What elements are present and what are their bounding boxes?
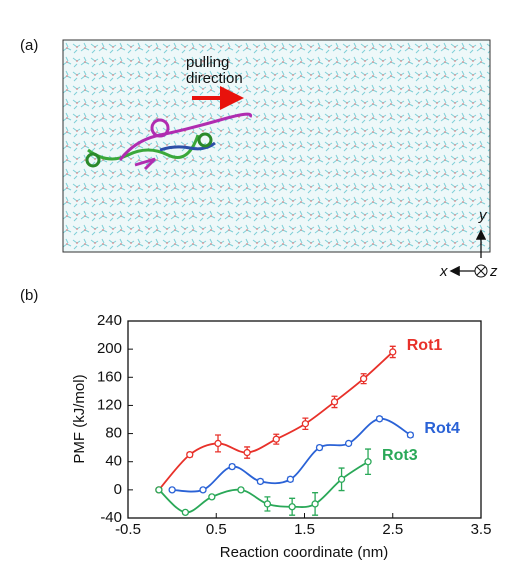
series-line — [158, 460, 369, 514]
data-point — [311, 500, 319, 508]
data-point — [337, 475, 346, 483]
series-label: Rot4 — [424, 420, 460, 437]
data-point — [228, 462, 236, 471]
y-tick-label: 40 — [105, 453, 122, 470]
data-point — [301, 420, 310, 428]
panel-label: (b) — [20, 287, 38, 304]
data-point — [155, 486, 163, 494]
axis-label: z — [489, 263, 498, 280]
data-point — [263, 500, 272, 508]
data-point — [214, 439, 222, 448]
y-tick-label: 160 — [97, 368, 122, 385]
axis-label: x — [439, 263, 448, 280]
series-label: Rot3 — [382, 447, 418, 464]
annotation: pulling — [186, 54, 229, 71]
panel-label: (a) — [20, 37, 38, 54]
axis-label: y — [478, 207, 488, 224]
data-point — [315, 443, 324, 452]
data-point — [288, 503, 296, 511]
data-point — [375, 415, 384, 423]
data-point — [406, 431, 415, 439]
x-tick-label: -0.5 — [115, 521, 141, 538]
x-tick-label: 2.5 — [382, 521, 403, 538]
x-tick-label: 0.5 — [206, 521, 227, 538]
axis-out — [476, 266, 486, 276]
y-tick-label: -40 — [100, 509, 122, 526]
data-point — [389, 348, 397, 356]
simulation-box — [62, 39, 491, 253]
x-axis-label: Reaction coordinate (nm) — [220, 544, 388, 561]
data-point — [359, 375, 368, 383]
data-point — [272, 435, 280, 443]
series-label: Rot1 — [407, 337, 443, 354]
molecule — [85, 112, 253, 171]
data-point — [364, 458, 372, 466]
x-tick-label: 3.5 — [471, 521, 492, 538]
data-point — [186, 451, 194, 459]
data-point — [286, 475, 295, 483]
data-point — [330, 398, 339, 406]
data-point — [344, 439, 353, 448]
data-point — [199, 486, 207, 494]
y-tick-label: 200 — [97, 340, 122, 357]
data-point — [256, 477, 265, 486]
axis-out — [474, 264, 488, 278]
y-tick-label: 80 — [105, 425, 122, 442]
data-point — [243, 448, 251, 457]
data-point — [168, 486, 176, 494]
data-point — [208, 493, 216, 501]
y-tick-label: 120 — [97, 396, 122, 413]
data-point — [181, 508, 190, 517]
y-axis-label: PMF (kJ/mol) — [71, 374, 88, 463]
annotation: direction — [186, 70, 243, 87]
x-tick-label: 1.5 — [294, 521, 315, 538]
data-point — [237, 486, 245, 494]
y-tick-label: 0 — [114, 481, 122, 498]
y-tick-label: 240 — [97, 312, 122, 329]
